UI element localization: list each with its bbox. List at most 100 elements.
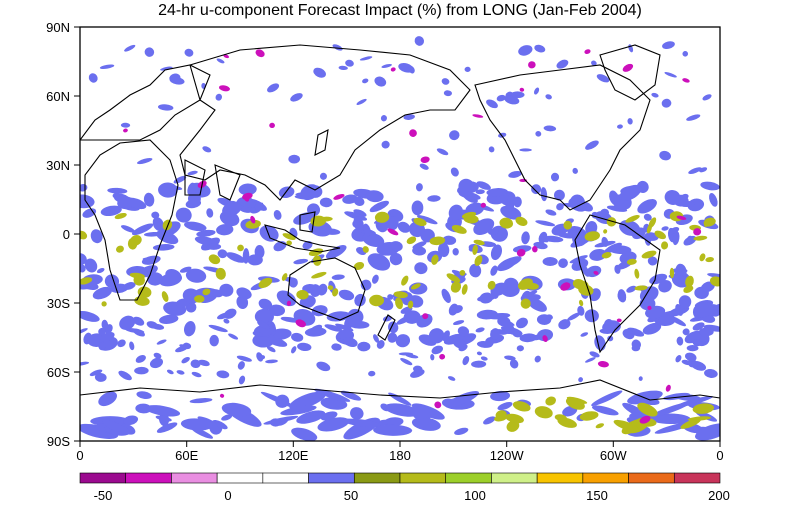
impact-patch xyxy=(566,396,588,404)
impact-patch xyxy=(585,357,596,363)
impact-patch xyxy=(553,189,565,201)
impact-patch xyxy=(441,78,450,85)
colorbar-segment xyxy=(582,472,629,484)
colorbar-label: 100 xyxy=(464,488,486,503)
impact-patch xyxy=(291,346,297,354)
impact-patch xyxy=(496,94,506,102)
impact-patch xyxy=(365,190,384,203)
impact-patch xyxy=(627,118,633,125)
impact-patch xyxy=(461,211,477,219)
impact-patch xyxy=(675,303,684,316)
impact-patch xyxy=(639,415,651,424)
impact-patch xyxy=(80,328,88,335)
impact-patch xyxy=(647,256,658,266)
impact-patch xyxy=(383,417,404,427)
impact-patch xyxy=(112,192,120,199)
impact-patch xyxy=(136,391,152,400)
impact-patch xyxy=(137,286,152,298)
impact-patch xyxy=(709,193,718,207)
impact-patch xyxy=(256,352,264,362)
impact-patch xyxy=(401,275,409,286)
impact-patch xyxy=(450,167,459,177)
impact-patch xyxy=(80,264,86,273)
lat-label: 30N xyxy=(46,158,70,173)
impact-patch xyxy=(216,58,225,64)
impact-patch xyxy=(512,245,532,253)
impact-patch xyxy=(373,334,380,343)
impact-patch xyxy=(622,63,634,72)
impact-patch xyxy=(102,419,126,433)
impact-patch xyxy=(534,44,546,53)
impact-patch xyxy=(281,273,288,281)
impact-patch xyxy=(434,401,442,409)
impact-patch xyxy=(294,195,310,200)
impact-patch xyxy=(411,417,441,431)
impact-patch xyxy=(362,246,369,253)
impact-patch xyxy=(457,326,470,337)
impact-patch xyxy=(344,211,368,221)
impact-patch xyxy=(286,240,292,246)
impact-patch xyxy=(129,341,135,351)
impact-patch xyxy=(331,343,342,351)
impact-field xyxy=(80,36,720,441)
impact-patch xyxy=(485,337,494,347)
impact-patch xyxy=(651,402,690,417)
impact-patch xyxy=(101,319,109,330)
impact-patch xyxy=(317,417,350,432)
colorbar-segment xyxy=(491,472,538,484)
colorbar-label: 200 xyxy=(708,488,730,503)
impact-patch xyxy=(430,354,435,361)
impact-patch xyxy=(100,331,115,342)
impact-patch xyxy=(260,391,295,408)
impact-patch xyxy=(534,87,540,95)
impact-patch xyxy=(685,275,694,288)
impact-patch xyxy=(619,184,642,201)
impact-patch xyxy=(397,221,411,233)
impact-patch xyxy=(472,244,478,255)
impact-patch xyxy=(221,402,252,417)
impact-patch xyxy=(215,267,226,280)
impact-patch xyxy=(88,73,98,83)
impact-patch xyxy=(498,132,507,138)
impact-patch xyxy=(449,130,460,141)
impact-patch xyxy=(395,297,403,310)
impact-patch xyxy=(495,410,507,420)
impact-patch xyxy=(223,318,230,324)
impact-patch xyxy=(208,254,221,265)
impact-patch xyxy=(572,167,578,174)
impact-patch xyxy=(215,93,223,101)
impact-patch xyxy=(331,274,345,280)
impact-patch xyxy=(672,231,680,246)
impact-patch xyxy=(266,336,288,347)
impact-patch xyxy=(187,170,198,176)
impact-patch xyxy=(643,213,652,221)
impact-patch xyxy=(479,292,494,304)
impact-patch xyxy=(661,98,672,108)
impact-patch xyxy=(290,93,303,102)
impact-patch xyxy=(411,200,424,216)
impact-patch xyxy=(580,332,589,337)
impact-patch xyxy=(319,197,333,208)
impact-patch xyxy=(682,51,689,57)
impact-patch xyxy=(266,346,276,353)
impact-patch xyxy=(469,263,482,278)
lat-label: 30S xyxy=(47,296,70,311)
impact-patch xyxy=(316,361,331,372)
impact-patch xyxy=(589,351,600,358)
impact-patch xyxy=(497,316,511,327)
impact-patch xyxy=(149,357,164,369)
impact-patch xyxy=(280,405,317,416)
impact-patch xyxy=(452,305,463,314)
impact-patch xyxy=(512,330,522,338)
impact-patch xyxy=(591,390,623,406)
impact-patch xyxy=(293,212,316,225)
impact-patch xyxy=(189,398,213,404)
impact-patch xyxy=(286,300,292,306)
impact-patch xyxy=(291,427,318,441)
impact-patch xyxy=(390,67,396,72)
impact-patch xyxy=(159,314,179,325)
impact-patch xyxy=(311,271,327,279)
impact-patch xyxy=(360,279,372,291)
impact-patch xyxy=(359,56,373,61)
impact-patch xyxy=(255,49,265,58)
